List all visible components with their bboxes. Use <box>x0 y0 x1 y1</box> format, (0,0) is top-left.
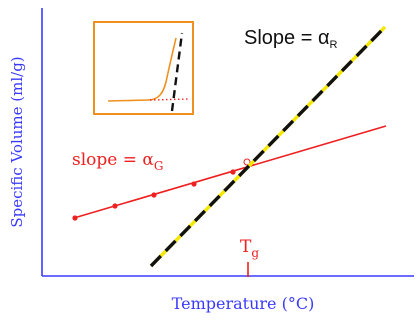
rubbery-line <box>149 25 387 268</box>
rubbery-slope-prefix: Slope = <box>244 27 318 49</box>
inset-glassy-curve <box>107 37 177 102</box>
glassy-point <box>151 192 157 198</box>
inset-rubbery-line <box>170 32 184 112</box>
glassy-series <box>72 125 387 221</box>
y-axis-label: Specific Volume (ml/g) <box>8 56 26 227</box>
glassy-slope-prefix: slope = <box>72 150 142 170</box>
glassy-line <box>73 125 387 219</box>
rubbery-slope-symbol: α <box>318 27 330 49</box>
glassy-slope-symbol: α <box>142 150 154 170</box>
tg-label-main: T <box>240 237 252 257</box>
inset <box>93 21 194 115</box>
tg-label-sub: g <box>251 246 259 260</box>
tg-marker: Tg <box>240 237 259 277</box>
glassy-point <box>112 203 118 209</box>
inset-dotted-extension <box>149 98 191 101</box>
glassy-point <box>230 169 236 175</box>
rubbery-slope-label: Slope = αR <box>244 27 338 51</box>
rubbery-series <box>149 25 387 268</box>
glassy-slope-label: slope = αG <box>72 150 163 173</box>
glassy-point <box>191 181 197 187</box>
glassy-point-open <box>243 158 251 166</box>
glassy-slope-sub: G <box>154 159 164 173</box>
tg-label: Tg <box>240 237 259 260</box>
glassy-point <box>72 215 78 221</box>
axes <box>41 8 414 277</box>
x-axis-label: Temperature (°C) <box>172 294 315 313</box>
rubbery-slope-sub: R <box>330 39 338 51</box>
